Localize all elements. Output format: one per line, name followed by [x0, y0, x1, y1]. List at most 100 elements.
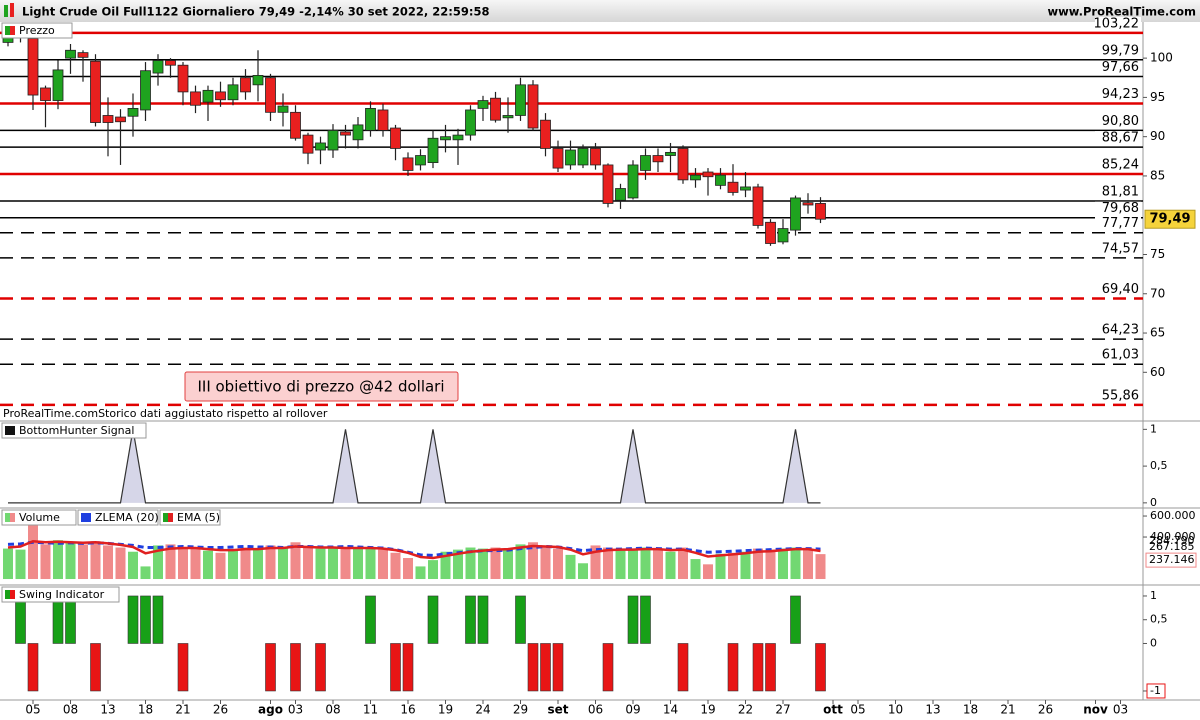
y-tick-label: 0 [1150, 636, 1157, 649]
x-tick-label: 05 [850, 703, 865, 717]
level-label-bg [1095, 131, 1141, 146]
candle-body [590, 148, 601, 166]
candle-body [477, 100, 489, 109]
legend-icon [5, 426, 15, 435]
volume-bar [390, 552, 401, 580]
swing-bar [265, 643, 276, 692]
level-label-bg [1095, 201, 1141, 216]
volume-bar [90, 541, 101, 580]
volume-bar [778, 548, 788, 580]
level-label-bg [1095, 185, 1141, 200]
candle-body [777, 228, 789, 243]
candle-body [77, 52, 89, 58]
swing-bar [540, 643, 551, 692]
site-name[interactable]: www.ProRealTime.com [1047, 5, 1196, 19]
swing-bar [727, 643, 739, 692]
level-label-bg [1095, 43, 1141, 58]
candle-body [765, 221, 776, 244]
x-tick-label: 11 [363, 703, 378, 717]
volume-bar [465, 547, 476, 580]
candle-body [52, 69, 64, 101]
candle-body [315, 142, 326, 151]
legend-box[interactable] [1, 22, 73, 39]
indicator-last-label: 267.185 [1149, 540, 1195, 553]
volume-bar [540, 547, 551, 580]
x-tick-label: 24 [475, 703, 490, 717]
legend-icon [5, 26, 10, 35]
volume-bar [128, 551, 138, 580]
volume-bar [665, 551, 676, 580]
volume-bar [40, 544, 51, 580]
volume-bar [190, 548, 201, 580]
legend-box[interactable] [77, 509, 159, 526]
candle-body [90, 60, 101, 123]
candle-body [277, 105, 289, 113]
candle-body [115, 116, 126, 123]
volume-bar [490, 547, 501, 580]
volume-bar [53, 540, 63, 580]
candle-body [452, 134, 464, 141]
volume-bar [790, 547, 801, 580]
y-tick-label: 0 [1150, 496, 1157, 509]
candle-body [377, 109, 389, 131]
volume-bar [290, 542, 301, 580]
legend-label: Volume [19, 511, 60, 524]
level-label-bg [1095, 114, 1141, 129]
candle-body [402, 157, 414, 171]
last-price-tag [1144, 209, 1196, 229]
y-tick-label: 60 [1150, 365, 1165, 379]
y-tick-label: 400.000 [1150, 530, 1196, 543]
candle-body [727, 181, 739, 193]
candle-body [365, 107, 376, 131]
legend-box[interactable] [1, 586, 120, 603]
candle-body [27, 38, 39, 96]
volume-bar [590, 545, 601, 580]
legend-icon [10, 513, 15, 522]
volume-tag [1145, 552, 1197, 568]
x-tick-label: ago [258, 703, 283, 717]
swing-bar [627, 595, 639, 644]
candle-body [790, 197, 801, 231]
volume-bar [440, 551, 451, 580]
swing-bar [602, 643, 614, 692]
level-label-bg [1095, 16, 1141, 31]
annotation: III obiettivo di prezzo @42 dollari [197, 378, 444, 396]
candle-body [465, 109, 476, 136]
swing-bar [527, 643, 539, 692]
x-tick-label: 21 [175, 703, 190, 717]
candle-body [252, 75, 264, 86]
legend-box[interactable] [159, 509, 221, 526]
y-tick-label: 70 [1150, 286, 1165, 300]
legend-box[interactable] [1, 422, 147, 439]
swing-bar [677, 643, 689, 692]
volume-bar [153, 545, 163, 580]
candle-body [640, 155, 651, 171]
volume-bar [403, 558, 413, 580]
volume-bar [515, 544, 526, 580]
header-icon [10, 3, 14, 17]
level-label: 90,80 [1102, 114, 1139, 129]
x-tick-label: 16 [400, 703, 415, 717]
candle-body [215, 91, 226, 101]
axis: 1009590857570656010,50600.000400.00010,5… [25, 51, 1197, 717]
candle-body [665, 151, 676, 156]
candle-body [427, 137, 439, 163]
candle-body [440, 136, 451, 141]
data-note: ProRealTime.comStorico dati aggiustato r… [3, 407, 328, 420]
x-tick-label: 29 [513, 703, 528, 717]
indicator-line [7, 539, 821, 560]
volume-bar [3, 548, 13, 580]
volume-bar [628, 549, 638, 580]
legend-box[interactable] [1, 509, 77, 526]
volume-bar [478, 548, 488, 580]
candle-body [752, 186, 764, 226]
x-tick-label: 13 [925, 703, 940, 717]
legend-icon [10, 26, 15, 35]
candle-body [127, 107, 139, 117]
swing-bar [90, 643, 101, 692]
level-label-bg [1095, 348, 1141, 363]
x-tick-label: 18 [963, 703, 978, 717]
y-tick-label: 600.000 [1150, 509, 1196, 522]
y-tick-label: 65 [1150, 326, 1165, 340]
